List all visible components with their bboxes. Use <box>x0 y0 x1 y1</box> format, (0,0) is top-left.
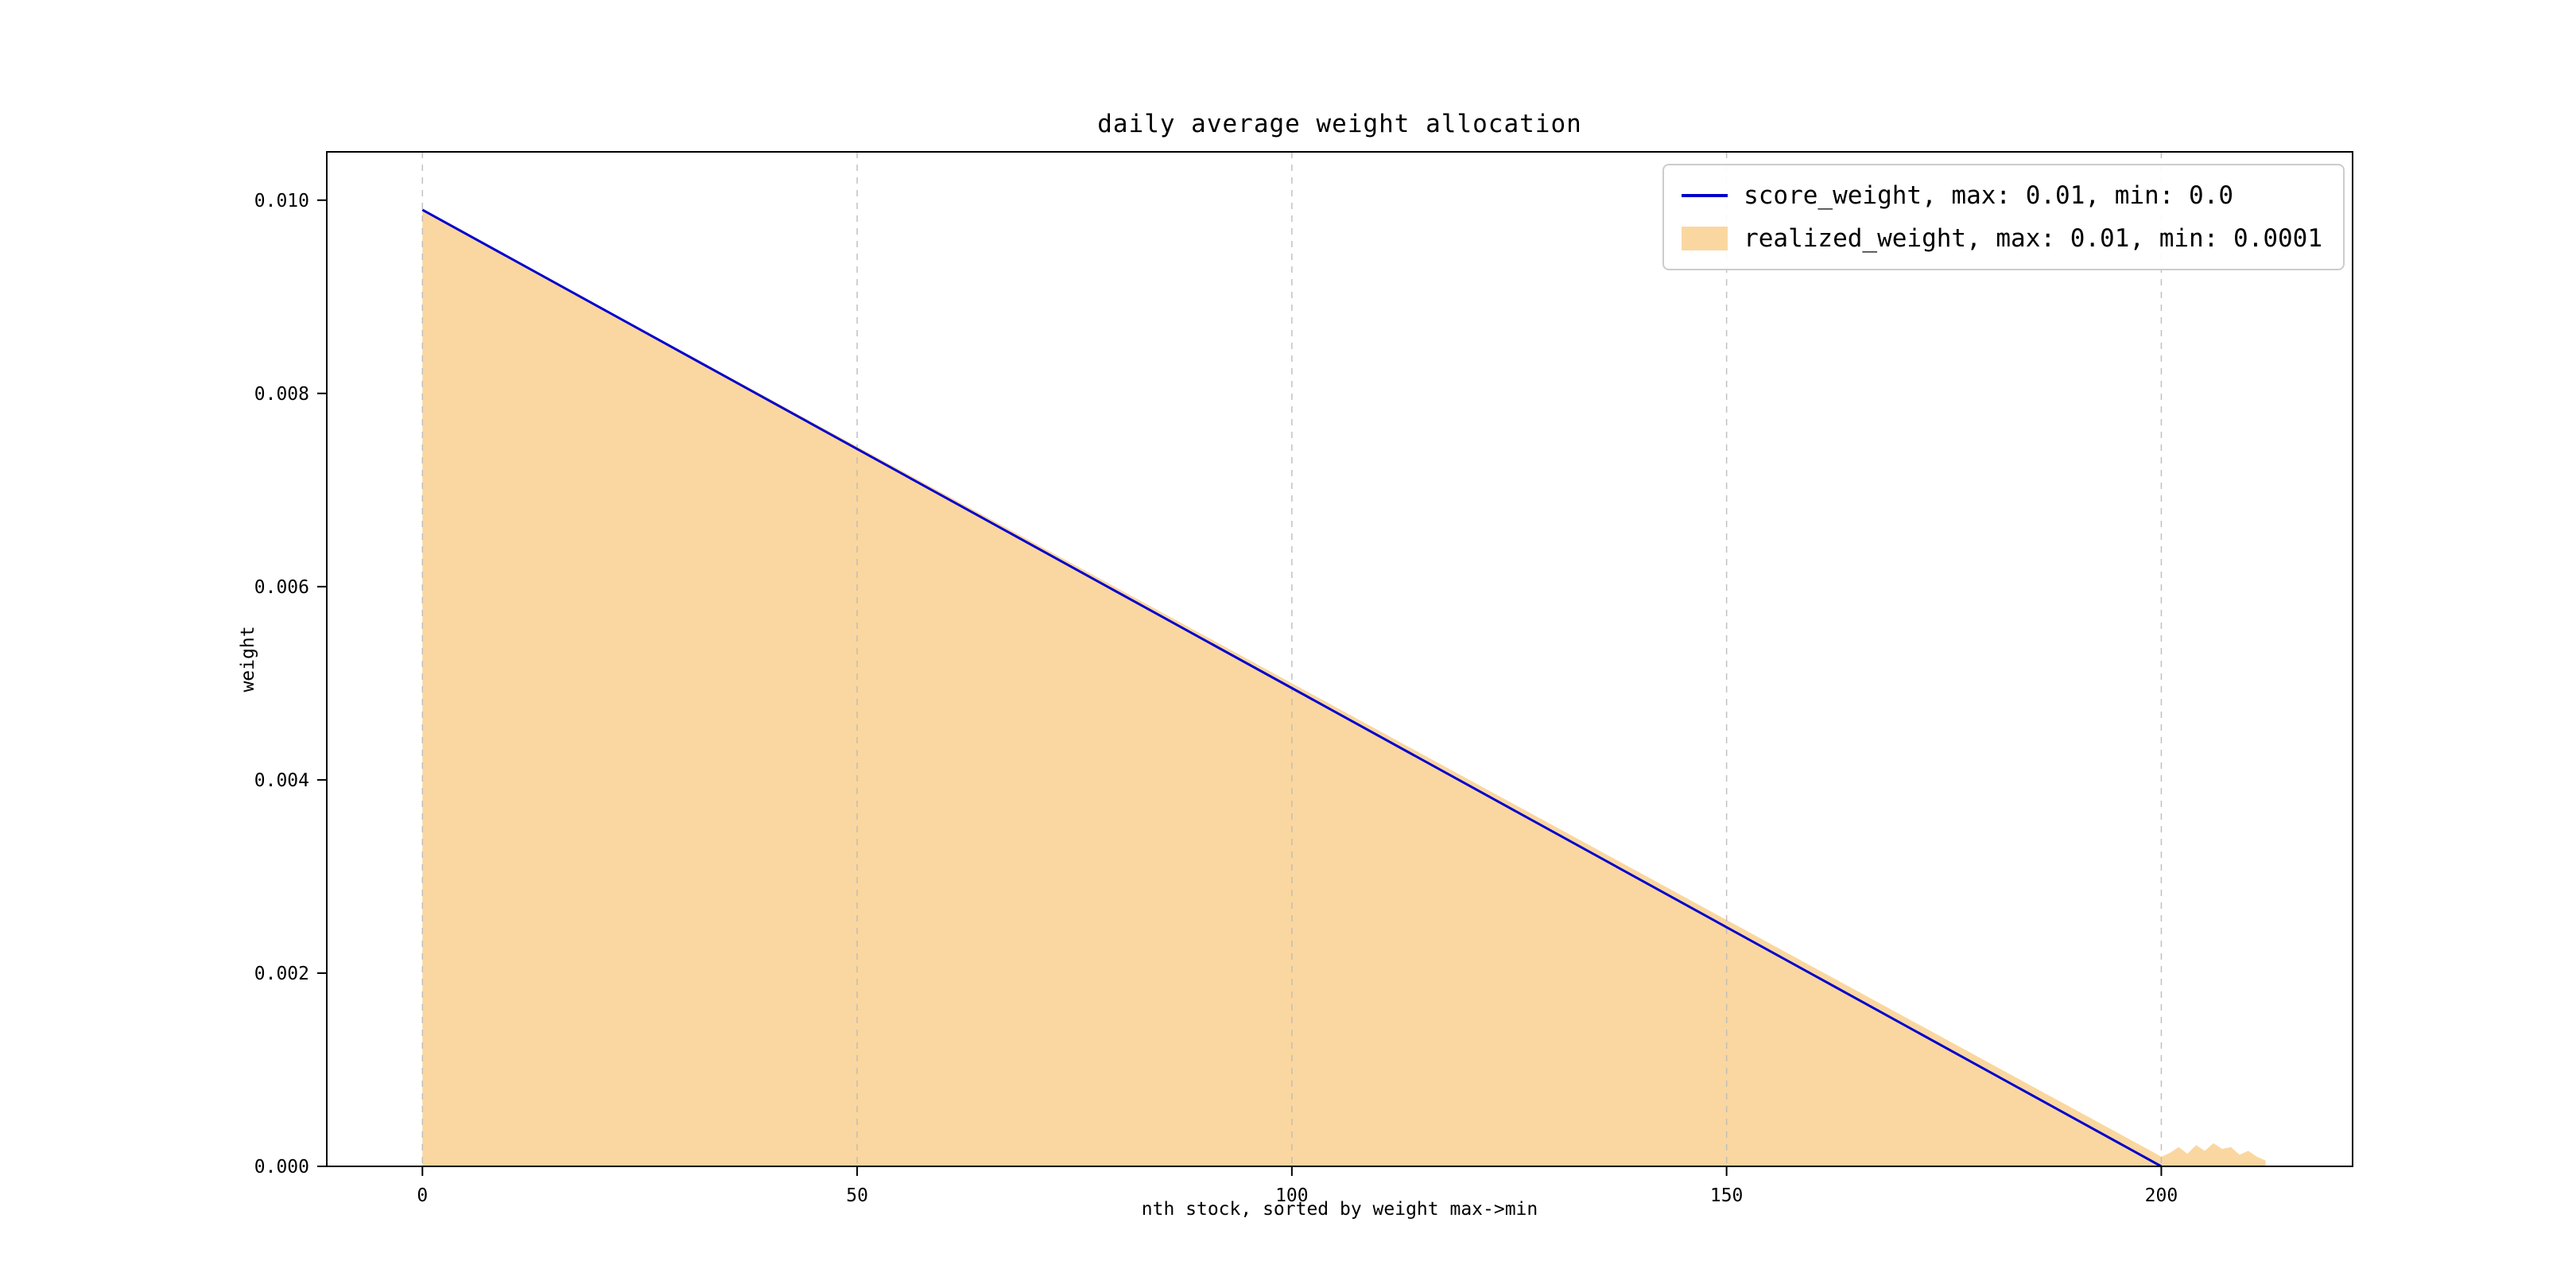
x-tick-label: 100 <box>1275 1185 1309 1206</box>
y-tick-label: 0.000 <box>254 1157 309 1177</box>
x-tick-label: 200 <box>2145 1185 2178 1206</box>
y-tick-label: 0.004 <box>254 770 309 791</box>
y-tick-label: 0.010 <box>254 191 309 211</box>
x-tick-label: 150 <box>1710 1185 1744 1206</box>
y-tick-label: 0.008 <box>254 384 309 405</box>
axes-box <box>326 151 2353 1167</box>
area-series <box>422 209 2266 1166</box>
y-tick-label: 0.002 <box>254 964 309 984</box>
legend-label-realized-weight: realized_weight, max: 0.01, min: 0.0001 <box>1744 224 2322 253</box>
x-tick-label: 0 <box>417 1185 428 1206</box>
chart-title: daily average weight allocation <box>1097 110 1582 138</box>
legend-entry-realized-weight: realized_weight, max: 0.01, min: 0.0001 <box>1682 221 2322 256</box>
legend-entry-score-weight: score_weight, max: 0.01, min: 0.0 <box>1682 178 2322 213</box>
legend-label-score-weight: score_weight, max: 0.01, min: 0.0 <box>1744 181 2234 210</box>
legend-line-swatch <box>1682 194 1728 197</box>
x-tick-label: 50 <box>846 1185 868 1206</box>
legend-area-swatch <box>1682 227 1728 250</box>
line-series <box>421 208 2163 1168</box>
y-tick-label: 0.006 <box>254 577 309 598</box>
y-axis-label: weight <box>238 626 258 692</box>
legend: score_weight, max: 0.01, min: 0.0 realiz… <box>1662 164 2345 270</box>
x-axis-label: nth stock, sorted by weight max->min <box>1141 1199 1538 1220</box>
